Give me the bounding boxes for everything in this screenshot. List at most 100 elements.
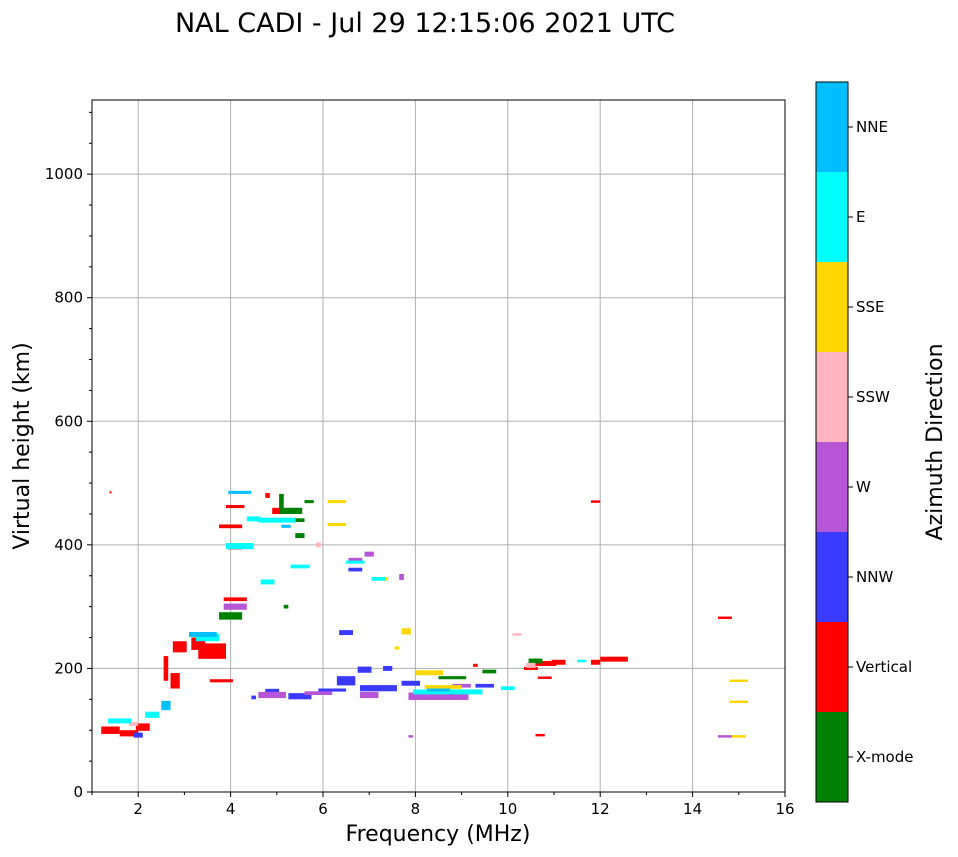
- colorbar-label-ssw: SSW: [856, 388, 890, 406]
- colorbar-swatch: [816, 532, 848, 622]
- x-tick-label: 2: [133, 800, 143, 818]
- data-point: [145, 711, 159, 718]
- series-ssw: [128, 542, 536, 726]
- data-point: [348, 567, 363, 572]
- y-tick-label: 400: [54, 536, 83, 554]
- data-point: [223, 603, 247, 610]
- y-axis-label: Virtual height (km): [10, 342, 35, 549]
- data-point: [357, 666, 372, 673]
- data-point: [413, 689, 483, 695]
- colorbar-label-vertical: Vertical: [856, 658, 912, 676]
- x-tick-label: 8: [411, 800, 421, 818]
- colorbar-swatch: [816, 172, 848, 262]
- colorbar-swatch: [816, 712, 848, 802]
- data-point: [295, 533, 305, 539]
- data-point: [500, 686, 515, 691]
- data-point: [219, 524, 243, 529]
- x-axis-label: Frequency (MHz): [346, 822, 531, 847]
- data-point: [528, 658, 543, 664]
- data-point: [731, 735, 746, 738]
- data-point: [209, 679, 233, 683]
- data-point: [523, 666, 538, 670]
- y-tick-label: 600: [54, 412, 83, 430]
- data-point: [371, 576, 386, 581]
- colorbar-swatch: [816, 352, 848, 442]
- data-point: [348, 557, 363, 563]
- data-point: [512, 633, 522, 636]
- data-point: [198, 643, 226, 659]
- data-point: [359, 691, 379, 699]
- data-point: [189, 631, 217, 637]
- data-point: [265, 492, 270, 498]
- data-point: [383, 665, 393, 671]
- colorbar-label-nnw: NNW: [856, 568, 893, 586]
- data-point: [101, 726, 120, 734]
- data-point: [225, 543, 254, 550]
- data-point: [172, 641, 187, 653]
- x-axis-ticks: 2 4 6 8 10 12 14 16: [91, 792, 795, 818]
- data-point: [401, 680, 421, 686]
- data-point: [304, 500, 314, 504]
- data-point: [304, 691, 333, 695]
- x-tick-label: 12: [591, 800, 610, 818]
- x-tick-label: 10: [498, 800, 517, 818]
- data-point: [327, 500, 347, 504]
- data-point: [408, 735, 414, 738]
- data-point: [228, 490, 252, 494]
- data-point: [399, 573, 404, 581]
- data-point: [133, 732, 143, 738]
- data-point: [475, 683, 494, 688]
- series-nne: [161, 490, 451, 711]
- data-point: [718, 616, 732, 619]
- data-point: [346, 560, 365, 564]
- data-point: [251, 695, 257, 700]
- data-point: [272, 507, 282, 514]
- data-point: [339, 630, 354, 636]
- data-point: [258, 691, 287, 699]
- data-marks: [101, 490, 749, 738]
- colorbar-swatch: [816, 262, 848, 352]
- data-point: [590, 500, 601, 503]
- y-tick-label: 800: [54, 289, 83, 307]
- data-point: [246, 516, 261, 522]
- data-point: [424, 685, 462, 689]
- data-point: [163, 656, 169, 681]
- colorbar-frame: [815, 81, 849, 803]
- data-point: [438, 676, 467, 680]
- y-tick-label: 200: [54, 659, 83, 677]
- data-point: [415, 670, 444, 676]
- data-point: [318, 688, 347, 692]
- data-point: [281, 524, 291, 528]
- data-point: [195, 633, 220, 642]
- data-point: [473, 663, 478, 667]
- colorbar-label-sse: SSE: [856, 298, 885, 316]
- data-point: [283, 604, 289, 609]
- colorbar-label-w: W: [856, 478, 871, 496]
- data-point: [258, 517, 296, 523]
- data-point: [394, 646, 400, 650]
- series-x-mode: [219, 493, 543, 680]
- data-point: [551, 659, 566, 665]
- data-point: [260, 579, 275, 585]
- colorbar-swatch: [816, 442, 848, 532]
- y-axis-ticks: 0 200 400 600 800 1000: [45, 111, 92, 801]
- data-point: [577, 659, 587, 663]
- colorbar-swatch: [816, 622, 848, 712]
- data-point: [135, 723, 150, 731]
- data-point: [316, 542, 321, 548]
- data-point: [359, 685, 397, 692]
- data-point: [408, 692, 469, 700]
- data-point: [128, 722, 139, 726]
- data-point: [288, 693, 312, 700]
- data-point: [526, 662, 536, 668]
- data-point: [119, 730, 139, 737]
- colorbar-swatch: [816, 82, 848, 172]
- data-point: [295, 518, 305, 522]
- data-point: [600, 656, 628, 662]
- data-point: [426, 688, 451, 692]
- data-point: [109, 491, 112, 494]
- x-tick-label: 4: [226, 800, 236, 818]
- data-point: [537, 676, 552, 679]
- data-point: [219, 612, 243, 620]
